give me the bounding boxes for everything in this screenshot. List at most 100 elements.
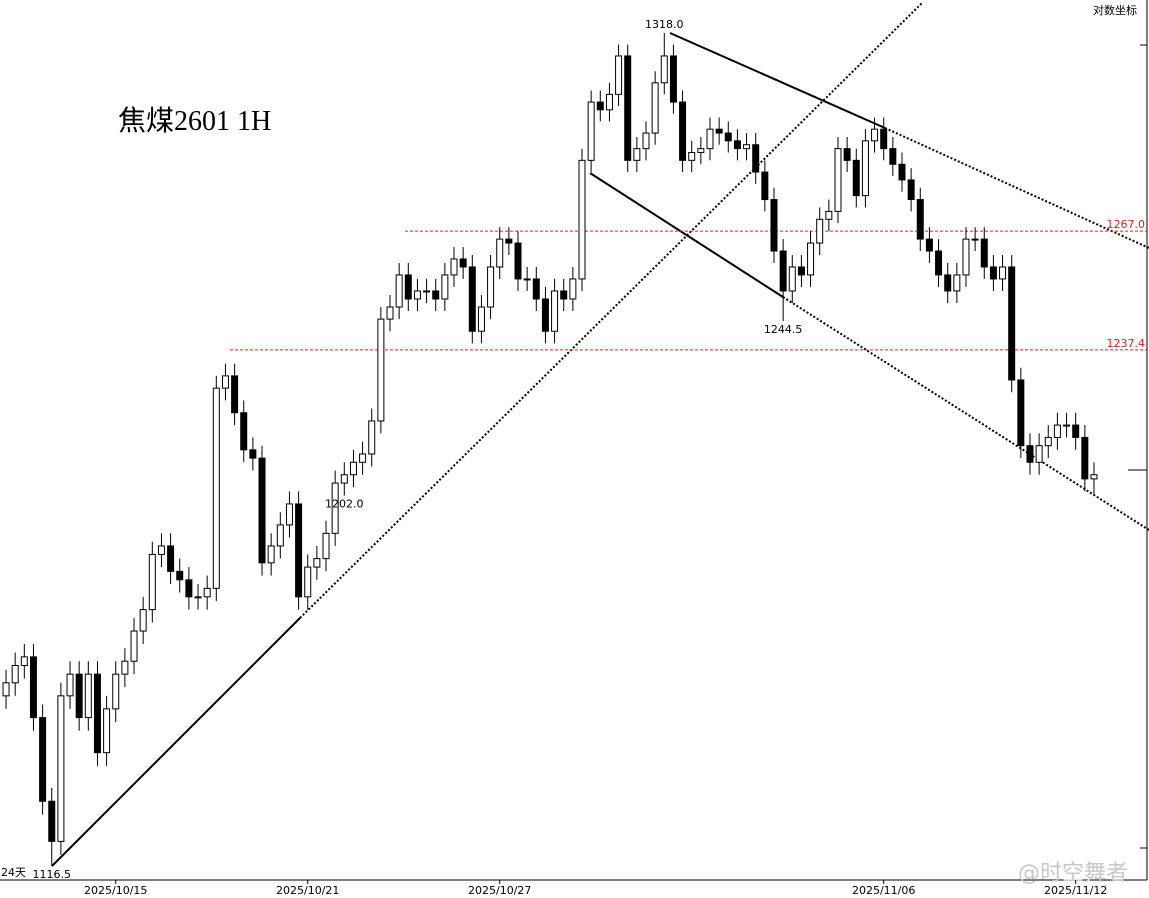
- candle-body: [660, 55, 668, 84]
- candle-body: [368, 420, 376, 455]
- candle-body: [560, 290, 568, 300]
- candle-body: [752, 144, 760, 173]
- candle-body: [432, 290, 440, 300]
- candle-body: [578, 159, 586, 280]
- candle-body: [697, 148, 705, 154]
- candle-body: [496, 238, 504, 268]
- x-tick-label: 2025/10/21: [276, 884, 339, 897]
- candle-body: [788, 266, 796, 292]
- candle-body: [651, 82, 659, 134]
- candle-body: [971, 238, 979, 241]
- candle-body: [84, 673, 92, 719]
- candle-body: [395, 274, 403, 308]
- candle-body: [816, 218, 824, 244]
- candle-body: [615, 55, 623, 95]
- candle-body: [157, 545, 165, 555]
- candle-body: [240, 412, 248, 451]
- price-annotation: 1116.5: [32, 868, 71, 881]
- candle-body: [514, 242, 522, 280]
- candle-body: [103, 708, 111, 754]
- candle-body: [386, 306, 394, 320]
- candle-body: [57, 695, 65, 842]
- trend-line: [669, 32, 886, 129]
- candle-body: [999, 266, 1007, 280]
- candle-body: [1017, 379, 1025, 447]
- candle-body: [93, 673, 101, 754]
- trend-line: [782, 296, 1149, 531]
- candle-body: [2, 682, 10, 697]
- candle-body: [267, 545, 275, 564]
- x-tick-label: 2025/10/27: [468, 884, 531, 897]
- candle-body: [633, 148, 641, 161]
- x-tick-label: 2025/10/15: [84, 884, 147, 897]
- candle-body: [404, 274, 412, 300]
- candle-body: [29, 656, 37, 719]
- candle-body: [770, 199, 778, 252]
- candle-body: [441, 274, 449, 300]
- candle-body: [834, 148, 842, 212]
- candle-body: [112, 673, 120, 710]
- candle-body: [139, 609, 147, 632]
- candle-body: [176, 570, 184, 581]
- candle-body: [75, 673, 83, 719]
- price-annotation: 1244.5: [764, 323, 803, 336]
- candle-body: [797, 266, 805, 276]
- candle-body: [596, 101, 604, 111]
- candle-body: [733, 140, 741, 150]
- candle-body: [569, 278, 577, 300]
- candle-body: [48, 800, 56, 842]
- candle-body: [340, 474, 348, 484]
- corner-note: 24天: [1, 866, 26, 879]
- candle-body: [221, 375, 229, 389]
- candle-body: [907, 179, 915, 201]
- candle-body: [359, 453, 367, 463]
- candle-body: [413, 290, 421, 300]
- candle-body: [1053, 424, 1061, 438]
- candle-body: [121, 660, 129, 675]
- price-annotation: 1202.0: [325, 498, 364, 511]
- candle-body: [843, 148, 851, 161]
- candle-body: [551, 290, 559, 332]
- candle-body: [1063, 424, 1071, 427]
- candle-body: [669, 55, 677, 103]
- trend-line: [884, 127, 1149, 249]
- x-tick-label: 2025/11/06: [852, 884, 915, 897]
- candle-body: [761, 171, 769, 201]
- candle-body: [295, 503, 303, 598]
- candle-body: [258, 457, 266, 564]
- candle-body: [505, 238, 513, 244]
- candle-body: [313, 558, 321, 568]
- level-label: 1267.0: [1107, 218, 1146, 231]
- trend-line: [589, 172, 784, 298]
- candle-body: [423, 290, 431, 293]
- candle-body: [880, 128, 888, 150]
- candle-body: [532, 278, 540, 300]
- chart-title: 焦煤2601 1H: [118, 105, 271, 137]
- candle-body: [743, 144, 751, 150]
- candle-body: [349, 461, 357, 476]
- candle-body: [167, 545, 175, 572]
- candle-body: [1072, 424, 1080, 438]
- level-label: 1237.4: [1107, 337, 1146, 350]
- candle-body: [605, 93, 613, 111]
- candle-body: [249, 449, 257, 459]
- candle-body: [203, 587, 211, 598]
- watermark: @时空舞者: [1018, 861, 1128, 886]
- candle-body: [953, 274, 961, 292]
- candle-body: [541, 298, 549, 332]
- candle-body: [322, 532, 330, 560]
- candle-body: [1044, 436, 1052, 447]
- candle-body: [962, 238, 970, 276]
- candle-body: [715, 128, 723, 134]
- candle-body: [871, 128, 879, 142]
- candle-body: [212, 387, 220, 589]
- trend-line: [51, 617, 301, 867]
- candle-body: [304, 566, 312, 598]
- candle-body: [706, 128, 714, 150]
- candle-body: [148, 553, 156, 611]
- candle-body: [925, 238, 933, 252]
- candle-body: [679, 101, 687, 161]
- candle-body: [487, 266, 495, 308]
- candle-body: [852, 159, 860, 197]
